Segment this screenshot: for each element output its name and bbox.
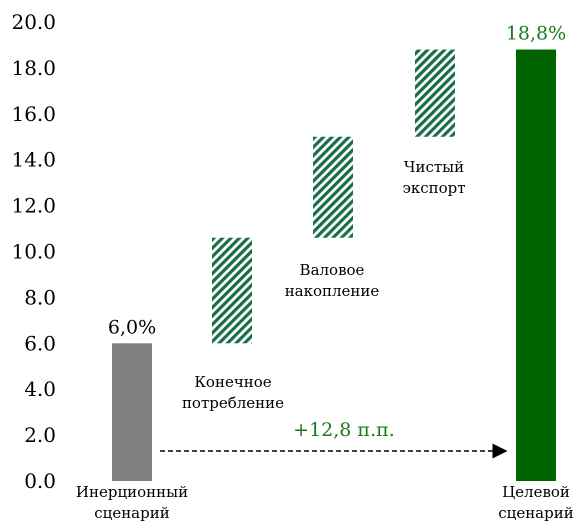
y-tick-label: 6.0: [24, 331, 56, 355]
y-axis: 0.0 2.0 4.0 6.0 8.0 10.0 12.0 14.0 16.0 18.0 20.0: [11, 10, 56, 493]
y-tick-label: 12.0: [11, 194, 56, 218]
category-label-accumulation: Валовое накопление: [285, 261, 380, 300]
category-label-consumption: Конечное потребление: [182, 373, 284, 412]
y-tick-label: 8.0: [24, 285, 56, 309]
delta-annotation: +12,8 п.п.: [160, 419, 508, 459]
bar-consumption: [212, 237, 252, 344]
y-tick-label: 20.0: [11, 10, 56, 34]
y-tick-label: 2.0: [24, 423, 56, 447]
category-label-export: Чистый экспорт: [402, 158, 465, 197]
y-tick-label: 10.0: [11, 240, 56, 264]
value-label-target: 18,8%: [506, 23, 566, 45]
y-tick-label: 0.0: [24, 469, 56, 493]
category-label-target: Целевой сценарий: [498, 483, 573, 522]
delta-label: +12,8 п.п.: [293, 419, 395, 441]
y-tick-label: 16.0: [11, 102, 56, 126]
y-tick-label: 18.0: [11, 56, 56, 80]
y-tick-label: 4.0: [24, 377, 56, 401]
bar-export: [415, 49, 455, 137]
bar-target: [516, 49, 556, 481]
bars: [112, 49, 556, 481]
category-label-inertial: Инерционный сценарий: [76, 483, 188, 522]
y-tick-label: 14.0: [11, 148, 56, 172]
bar-accumulation: [313, 136, 353, 238]
labels: 6,0% Инерционный сценарий Конечное потреблен…: [76, 23, 574, 522]
value-label-inertial: 6,0%: [108, 316, 156, 338]
bar-inertial: [112, 343, 152, 481]
